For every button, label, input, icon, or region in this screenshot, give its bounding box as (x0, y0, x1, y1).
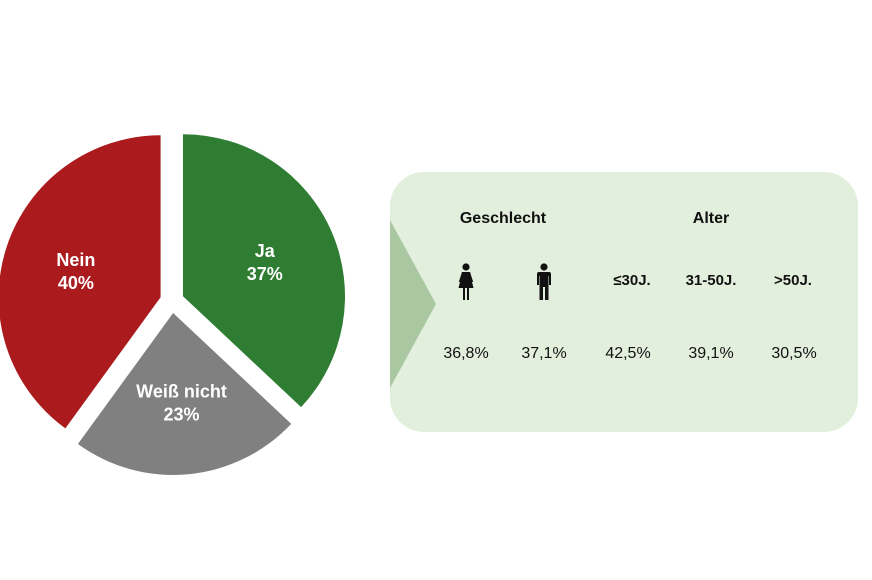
col-header-age-31-50: 31-50J. (685, 272, 737, 289)
pie-value-nein: 40% (58, 273, 94, 293)
pie-slice-wei-nicht (77, 312, 292, 475)
group-header-geschlecht: Geschlecht (459, 210, 547, 227)
col-header-age-le30: ≤30J. (613, 272, 651, 289)
pie-label-wei-nicht: Weiß nicht (136, 382, 227, 402)
female-person-icon (458, 263, 474, 300)
pie-label-ja: Ja (255, 241, 276, 261)
pie-chart: Ja 37% Weiß nicht 23% Nein 40% (0, 134, 346, 475)
pie-value-ja: 37% (247, 264, 283, 284)
col-header-age-gt50: >50J. (774, 272, 812, 289)
value-age-gt50: 30,5% (771, 345, 817, 362)
panel-arrow (390, 220, 436, 388)
value-female: 36,8% (443, 345, 489, 362)
panel-arrow-shape (390, 220, 436, 388)
pie-slice-nein (0, 135, 161, 429)
value-male: 37,1% (521, 345, 567, 362)
male-person-icon (537, 263, 551, 300)
pie-slice-ja (183, 134, 346, 408)
value-age-le30: 42,5% (605, 345, 651, 362)
pie-label-nein: Nein (56, 250, 95, 270)
pie-value-wei-nicht: 23% (163, 405, 199, 425)
group-header-alter: Alter (692, 210, 730, 227)
breakdown-panel: Geschlecht Alter ≤30J. 31-50J. >50J. 36,… (390, 172, 858, 432)
value-age-31-50: 39,1% (688, 345, 734, 362)
